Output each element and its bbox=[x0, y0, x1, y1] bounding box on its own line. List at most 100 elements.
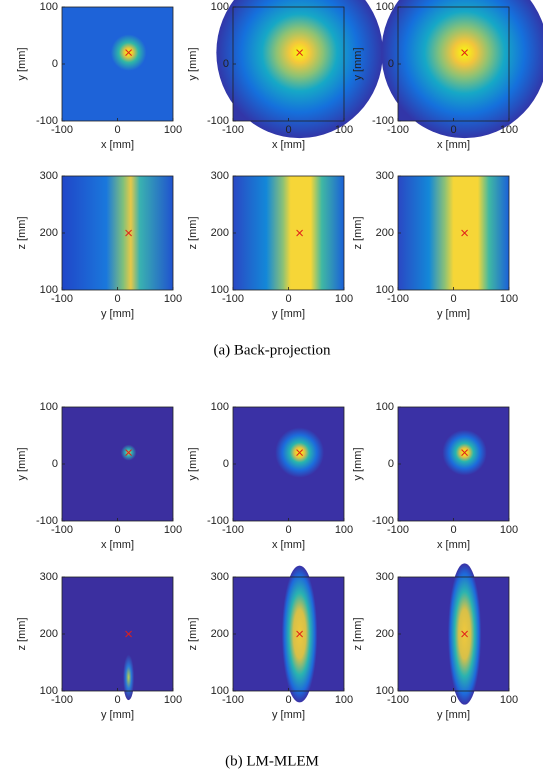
heatmap bbox=[62, 176, 173, 290]
x-axis-label: x [mm] bbox=[437, 139, 470, 151]
target-marker bbox=[125, 229, 132, 237]
target-marker bbox=[296, 449, 303, 456]
x-axis-label: x [mm] bbox=[272, 539, 305, 551]
y-axis-label: y [mm] bbox=[187, 48, 199, 81]
x-tick-label: 100 bbox=[164, 293, 182, 305]
y-tick-label: 300 bbox=[40, 571, 58, 583]
panel: -100 0 100 -100 0 100 x [mm] y [mm] bbox=[187, 401, 353, 551]
panel: -100 0 100 -100 0 100 x [mm] y [mm] bbox=[352, 401, 518, 551]
hotspot bbox=[216, 0, 383, 139]
x-tick-label: -100 bbox=[222, 694, 244, 706]
y-tick-label: -100 bbox=[36, 115, 58, 127]
x-tick-label: 0 bbox=[114, 293, 120, 305]
y-axis-label: z [mm] bbox=[16, 618, 28, 651]
y-tick-label: 100 bbox=[376, 284, 394, 296]
x-tick-label: 100 bbox=[164, 124, 182, 136]
x-axis-label: y [mm] bbox=[437, 308, 470, 320]
y-tick-label: 200 bbox=[40, 227, 58, 239]
x-axis-label: y [mm] bbox=[101, 308, 134, 320]
target-marker bbox=[125, 449, 132, 456]
x-tick-label: 100 bbox=[164, 524, 182, 536]
x-tick-label: 100 bbox=[500, 293, 518, 305]
x-axis-label: y [mm] bbox=[437, 709, 470, 721]
x-tick-label: 100 bbox=[335, 694, 353, 706]
x-tick-label: 0 bbox=[114, 524, 120, 536]
x-tick-label: 100 bbox=[500, 524, 518, 536]
y-tick-label: 200 bbox=[376, 227, 394, 239]
y-tick-label: 200 bbox=[376, 628, 394, 640]
y-axis-label: y [mm] bbox=[16, 448, 28, 481]
y-tick-label: 200 bbox=[40, 628, 58, 640]
x-tick-label: 100 bbox=[335, 293, 353, 305]
y-tick-label: 100 bbox=[211, 685, 229, 697]
caption: (b) LM-MLEM bbox=[225, 753, 319, 769]
y-axis-label: z [mm] bbox=[352, 618, 364, 651]
y-axis-label: y [mm] bbox=[187, 448, 199, 481]
y-tick-label: -100 bbox=[207, 515, 229, 527]
x-tick-label: 0 bbox=[450, 293, 456, 305]
x-tick-label: -100 bbox=[222, 124, 244, 136]
y-tick-label: 100 bbox=[211, 401, 229, 413]
y-tick-label: 100 bbox=[211, 1, 229, 13]
target-marker bbox=[125, 630, 132, 638]
target-marker bbox=[461, 449, 468, 456]
y-tick-label: 100 bbox=[40, 1, 58, 13]
y-tick-label: 200 bbox=[211, 628, 229, 640]
x-tick-label: 0 bbox=[114, 124, 120, 136]
x-tick-label: -100 bbox=[51, 694, 73, 706]
y-tick-label: 0 bbox=[388, 458, 394, 470]
y-axis-label: z [mm] bbox=[187, 217, 199, 250]
panel: -100 0 100 100 200 300 y [mm] z [mm] bbox=[187, 170, 353, 320]
x-tick-label: 100 bbox=[335, 524, 353, 536]
y-tick-label: 0 bbox=[52, 458, 58, 470]
y-tick-label: -100 bbox=[372, 115, 394, 127]
x-tick-label: 0 bbox=[285, 124, 291, 136]
panel: -100 0 100 -100 0 100 x [mm] y [mm] bbox=[352, 0, 543, 151]
x-tick-label: -100 bbox=[51, 293, 73, 305]
y-tick-label: 100 bbox=[40, 284, 58, 296]
y-tick-label: 300 bbox=[40, 170, 58, 182]
y-tick-label: 100 bbox=[211, 284, 229, 296]
y-tick-label: 100 bbox=[40, 401, 58, 413]
x-tick-label: -100 bbox=[51, 524, 73, 536]
x-tick-label: -100 bbox=[222, 293, 244, 305]
x-axis-label: y [mm] bbox=[272, 709, 305, 721]
x-axis-label: x [mm] bbox=[272, 139, 305, 151]
panel: -100 0 100 -100 0 100 x [mm] y [mm] bbox=[16, 401, 182, 551]
y-tick-label: 100 bbox=[376, 1, 394, 13]
x-tick-label: 100 bbox=[335, 124, 353, 136]
panel: -100 0 100 100 200 300 y [mm] z [mm] bbox=[187, 565, 353, 721]
target-marker bbox=[296, 229, 303, 237]
x-tick-label: 100 bbox=[500, 124, 518, 136]
panel: -100 0 100 -100 0 100 x [mm] y [mm] bbox=[16, 1, 182, 151]
y-tick-label: 300 bbox=[211, 170, 229, 182]
y-tick-label: 300 bbox=[211, 571, 229, 583]
x-tick-label: 100 bbox=[164, 694, 182, 706]
x-tick-label: 0 bbox=[450, 524, 456, 536]
y-axis-label: y [mm] bbox=[16, 48, 28, 81]
x-tick-label: 0 bbox=[285, 524, 291, 536]
target-marker bbox=[461, 229, 468, 237]
panel: -100 0 100 100 200 300 y [mm] z [mm] bbox=[16, 571, 182, 721]
caption: (a) Back-projection bbox=[213, 342, 331, 358]
x-tick-label: 0 bbox=[450, 124, 456, 136]
x-axis-label: x [mm] bbox=[101, 539, 134, 551]
x-tick-label: 0 bbox=[450, 694, 456, 706]
target-marker bbox=[461, 630, 468, 638]
y-tick-label: 100 bbox=[40, 685, 58, 697]
target-marker bbox=[296, 49, 303, 56]
y-axis-label: y [mm] bbox=[352, 48, 364, 81]
y-tick-label: 0 bbox=[388, 58, 394, 70]
heatmap bbox=[62, 407, 173, 521]
heatmap bbox=[398, 176, 509, 290]
y-tick-label: 100 bbox=[376, 685, 394, 697]
y-axis-label: z [mm] bbox=[187, 618, 199, 651]
target-marker bbox=[461, 49, 468, 56]
panel: -100 0 100 100 200 300 y [mm] z [mm] bbox=[352, 563, 518, 721]
y-tick-label: 100 bbox=[376, 401, 394, 413]
panel: -100 0 100 100 200 300 y [mm] z [mm] bbox=[16, 170, 182, 320]
hotspot bbox=[381, 0, 543, 139]
x-tick-label: -100 bbox=[51, 124, 73, 136]
y-axis-label: z [mm] bbox=[352, 217, 364, 250]
y-tick-label: 200 bbox=[211, 227, 229, 239]
